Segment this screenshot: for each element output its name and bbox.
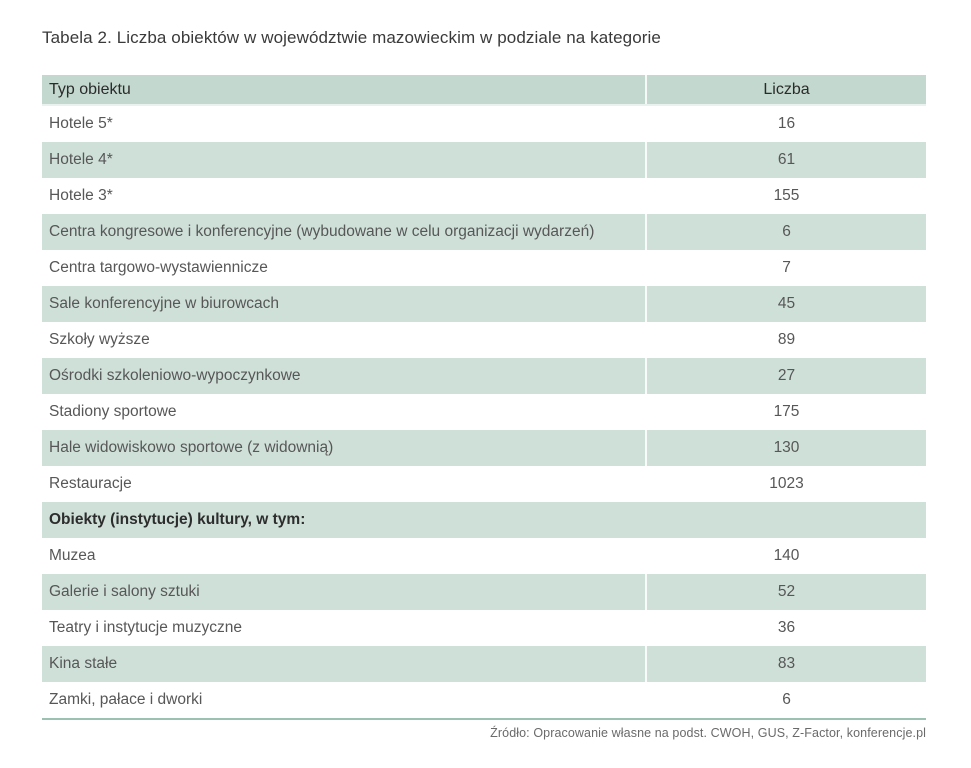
table-row: Hotele 4* 61 — [42, 142, 926, 178]
table-bottom-border — [42, 718, 926, 720]
cell-count: 83 — [645, 646, 926, 682]
cell-count: 130 — [645, 430, 926, 466]
source-note: Źródło: Opracowanie własne na podst. CWO… — [490, 726, 926, 740]
table-row: Centra kongresowe i konferencyjne (wybud… — [42, 214, 926, 250]
cell-count: 61 — [645, 142, 926, 178]
table-row: Centra targowo-wystawiennicze 7 — [42, 250, 926, 286]
cell-type: Ośrodki szkoleniowo-wypoczynkowe — [49, 367, 301, 384]
cell-type: Muzea — [49, 547, 96, 564]
column-header-count: Liczba — [645, 75, 926, 104]
cell-count: 89 — [645, 322, 926, 358]
cell-type: Centra kongresowe i konferencyjne (wybud… — [49, 223, 595, 240]
cell-type: Hotele 5* — [49, 115, 113, 132]
cell-count: 36 — [645, 610, 926, 646]
table-row: Zamki, pałace i dworki 6 — [42, 682, 926, 718]
cell-type: Hotele 4* — [49, 151, 113, 168]
table-body: Hotele 5* 16 Hotele 4* 61 Hotele 3* 155 Centra… — [42, 106, 926, 718]
section-row: Obiekty (instytucje) kultury, w tym: — [42, 502, 926, 538]
cell-count: 7 — [645, 250, 926, 286]
cell-count: 140 — [645, 538, 926, 574]
cell-count: 155 — [645, 178, 926, 214]
cell-type: Sale konferencyjne w biurowcach — [49, 295, 280, 312]
cell-count: 45 — [645, 286, 926, 322]
table-row: Galerie i salony sztuki 52 — [42, 574, 926, 610]
table-row: Hale widowiskowo sportowe (z widownią) 13… — [42, 430, 926, 466]
table-header-row: Typ obiektu Liczba — [42, 75, 926, 106]
table-title: Tabela 2. Liczba obiektów w województwie… — [42, 28, 661, 47]
table-row: Szkoły wyższe 89 — [42, 322, 926, 358]
cell-type: Restauracje — [49, 475, 132, 492]
table-row: Ośrodki szkoleniowo-wypoczynkowe 27 — [42, 358, 926, 394]
table-row: Sale konferencyjne w biurowcach 45 — [42, 286, 926, 322]
cell-type: Hotele 3* — [49, 187, 113, 204]
cell-count: 6 — [645, 682, 926, 718]
data-table: Typ obiektu Liczba Hotele 5* 16 Hotele 4* 6… — [42, 75, 926, 740]
cell-count: 27 — [645, 358, 926, 394]
cell-type: Galerie i salony sztuki — [49, 583, 200, 600]
cell-type: Kina stałe — [49, 655, 118, 672]
cell-count: 1023 — [645, 466, 926, 502]
table-row: Restauracje 1023 — [42, 466, 926, 502]
cell-type: Zamki, pałace i dworki — [49, 691, 203, 708]
table-row: Hotele 3* 155 — [42, 178, 926, 214]
cell-type: Hale widowiskowo sportowe (z widownią) — [49, 439, 334, 456]
cell-type: Szkoły wyższe — [49, 331, 150, 348]
section-label: Obiekty (instytucje) kultury, w tym: — [49, 511, 306, 528]
cell-count: 175 — [645, 394, 926, 430]
cell-type: Stadiony sportowe — [49, 403, 177, 420]
cell-count: 52 — [645, 574, 926, 610]
table-row: Teatry i instytucje muzyczne 36 — [42, 610, 926, 646]
column-header-type: Typ obiektu — [49, 80, 131, 98]
table-row: Kina stałe 83 — [42, 646, 926, 682]
cell-type: Centra targowo-wystawiennicze — [49, 259, 268, 276]
cell-count: 6 — [645, 214, 926, 250]
table-row: Hotele 5* 16 — [42, 106, 926, 142]
cell-count: 16 — [645, 106, 926, 142]
table-row: Muzea 140 — [42, 538, 926, 574]
cell-type: Teatry i instytucje muzyczne — [49, 619, 242, 636]
table-row: Stadiony sportowe 175 — [42, 394, 926, 430]
